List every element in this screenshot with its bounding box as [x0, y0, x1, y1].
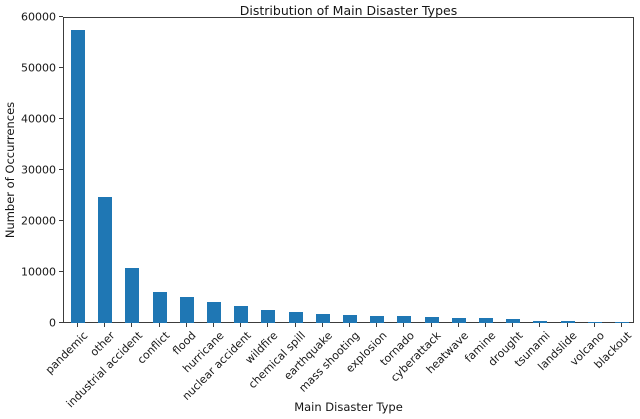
bar-hurricane: [207, 302, 221, 323]
x-tick-mark: [322, 323, 323, 327]
y-tick-label: 10000: [21, 265, 56, 279]
bar-flood: [180, 297, 194, 323]
x-tick-mark: [240, 323, 241, 327]
y-tick-mark: [59, 67, 63, 68]
x-tick-mark: [213, 323, 214, 327]
y-tick-mark: [59, 169, 63, 170]
y-tick-mark: [59, 16, 63, 17]
y-tick-mark: [59, 118, 63, 119]
x-tick-mark: [267, 323, 268, 327]
x-tick-mark: [295, 323, 296, 327]
bar-volcano: [588, 322, 602, 323]
x-tick-mark: [376, 323, 377, 327]
x-tick-label: pandemic: [42, 329, 91, 377]
x-tick-mark: [186, 323, 187, 327]
bar-explosion: [370, 316, 384, 323]
x-tick-mark: [567, 323, 568, 327]
y-tick-label: 50000: [21, 61, 56, 75]
y-tick-mark: [59, 220, 63, 221]
bar-other: [98, 197, 112, 323]
y-tick-label: 0: [49, 316, 56, 330]
x-tick-mark: [131, 323, 132, 327]
x-axis-label: Main Disaster Type: [294, 400, 403, 414]
x-tick-mark: [77, 323, 78, 327]
x-tick-mark: [159, 323, 160, 327]
bar-drought: [506, 319, 520, 323]
bar-nuclear-accident: [234, 306, 248, 323]
x-tick-mark: [539, 323, 540, 327]
y-tick-label: 30000: [21, 163, 56, 177]
bar-conflict: [153, 292, 167, 323]
y-tick-label: 40000: [21, 112, 56, 126]
bar-famine: [479, 318, 493, 323]
bar-heatwave: [452, 318, 466, 323]
x-tick-mark: [104, 323, 105, 327]
bar-chemical-spill: [289, 312, 303, 323]
bar-tsunami: [533, 321, 547, 323]
bar-tornado: [397, 316, 411, 323]
x-tick-mark: [621, 323, 622, 327]
y-tick-label: 20000: [21, 214, 56, 228]
x-tick-mark: [512, 323, 513, 327]
bar-mass-shooting: [343, 315, 357, 323]
x-tick-mark: [594, 323, 595, 327]
bar-earthquake: [316, 314, 330, 323]
y-tick-mark: [59, 322, 63, 323]
x-tick-mark: [431, 323, 432, 327]
bar-blackout: [615, 322, 629, 323]
y-tick-label: 60000: [21, 10, 56, 24]
chart-title: Distribution of Main Disaster Types: [239, 3, 458, 18]
y-tick-mark: [59, 271, 63, 272]
bar-cyberattack: [425, 317, 439, 323]
x-tick-mark: [403, 323, 404, 327]
x-tick-mark: [458, 323, 459, 327]
bar-pandemic: [71, 30, 85, 323]
bar-industrial-accident: [125, 268, 139, 323]
bar-landslide: [561, 321, 575, 323]
plot-area: [63, 17, 634, 323]
x-tick-mark: [349, 323, 350, 327]
bar-wildfire: [261, 310, 275, 323]
x-tick-mark: [485, 323, 486, 327]
